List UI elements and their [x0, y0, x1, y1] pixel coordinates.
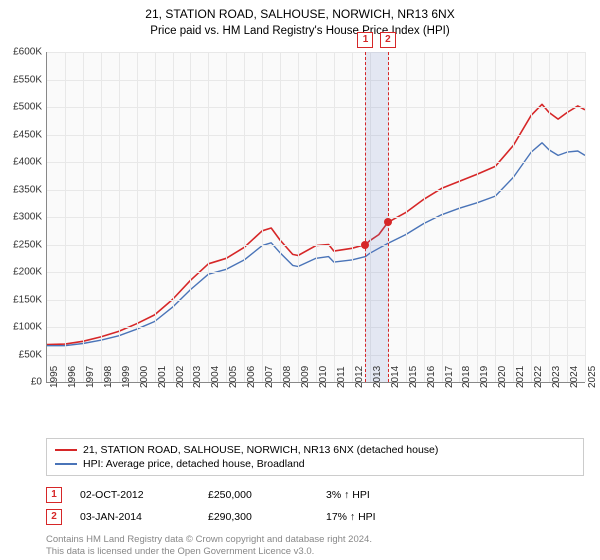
legend-label-property: 21, STATION ROAD, SALHOUSE, NORWICH, NR1… — [83, 444, 438, 456]
legend-row-property: 21, STATION ROAD, SALHOUSE, NORWICH, NR1… — [55, 443, 575, 457]
legend-swatch-hpi — [55, 463, 77, 465]
xtick-label: 2003 — [192, 366, 203, 388]
sale-date-1: 02-OCT-2012 — [80, 489, 190, 501]
xtick-label: 2016 — [426, 366, 437, 388]
sale-price-1: £250,000 — [208, 489, 308, 501]
legend-row-hpi: HPI: Average price, detached house, Broa… — [55, 457, 575, 471]
sale-marker-2: 2 — [46, 509, 62, 525]
sale-dashed-line — [388, 52, 389, 382]
xtick-label: 2007 — [264, 366, 275, 388]
xtick-label: 2019 — [479, 366, 490, 388]
xtick-label: 1998 — [103, 366, 114, 388]
ytick-label: £100K — [13, 322, 42, 333]
ytick-label: £250K — [13, 239, 42, 250]
xtick-label: 2014 — [390, 366, 401, 388]
xtick-label: 2002 — [175, 366, 186, 388]
highlight-band — [365, 52, 387, 382]
legend-series: 21, STATION ROAD, SALHOUSE, NORWICH, NR1… — [46, 438, 584, 476]
xtick-label: 1995 — [49, 366, 60, 388]
xtick-label: 2008 — [282, 366, 293, 388]
sale-price-2: £290,300 — [208, 511, 308, 523]
ytick-label: £50K — [19, 349, 42, 360]
ytick-label: £550K — [13, 74, 42, 85]
xtick-label: 2023 — [551, 366, 562, 388]
xtick-label: 2005 — [228, 366, 239, 388]
xtick-label: 2024 — [569, 366, 580, 388]
ytick-label: £400K — [13, 157, 42, 168]
sale-dot — [361, 241, 369, 249]
sale-dot — [384, 218, 392, 226]
chart-area: £0£50K£100K£150K£200K£250K£300K£350K£400… — [46, 52, 584, 412]
attribution: Contains HM Land Registry data © Crown c… — [46, 534, 584, 559]
sale-pct-2: 17% ↑ HPI — [326, 511, 426, 523]
ytick-label: £300K — [13, 212, 42, 223]
sale-marker-badge: 1 — [357, 32, 373, 48]
sales-row-1: 1 02-OCT-2012 £250,000 3% ↑ HPI — [46, 484, 584, 506]
legend-box: 21, STATION ROAD, SALHOUSE, NORWICH, NR1… — [46, 438, 584, 559]
xtick-label: 2012 — [354, 366, 365, 388]
xtick-label: 2020 — [497, 366, 508, 388]
legend-swatch-property — [55, 449, 77, 451]
xtick-label: 2015 — [408, 366, 419, 388]
xtick-label: 1999 — [121, 366, 132, 388]
ytick-label: £150K — [13, 294, 42, 305]
sale-dashed-line — [365, 52, 366, 382]
sales-row-2: 2 03-JAN-2014 £290,300 17% ↑ HPI — [46, 506, 584, 528]
xtick-label: 2000 — [139, 366, 150, 388]
sale-marker-badge: 2 — [380, 32, 396, 48]
xtick-label: 2017 — [444, 366, 455, 388]
sale-date-2: 03-JAN-2014 — [80, 511, 190, 523]
xtick-label: 2025 — [587, 366, 598, 388]
xtick-label: 2013 — [372, 366, 383, 388]
xtick-label: 2004 — [210, 366, 221, 388]
ytick-label: £600K — [13, 47, 42, 58]
chart-title: 21, STATION ROAD, SALHOUSE, NORWICH, NR1… — [0, 0, 600, 23]
ytick-label: £450K — [13, 129, 42, 140]
sales-table: 1 02-OCT-2012 £250,000 3% ↑ HPI 2 03-JAN… — [46, 484, 584, 528]
attribution-line2: This data is licensed under the Open Gov… — [46, 546, 584, 558]
sale-pct-1: 3% ↑ HPI — [326, 489, 426, 501]
ytick-label: £0 — [31, 377, 42, 388]
xtick-label: 2001 — [157, 366, 168, 388]
xtick-label: 2018 — [461, 366, 472, 388]
xtick-label: 2009 — [300, 366, 311, 388]
sale-marker-1: 1 — [46, 487, 62, 503]
xtick-label: 2006 — [246, 366, 257, 388]
legend-label-hpi: HPI: Average price, detached house, Broa… — [83, 458, 305, 470]
chart-subtitle: Price paid vs. HM Land Registry's House … — [0, 23, 600, 37]
xtick-label: 2022 — [533, 366, 544, 388]
plot-area: 12 — [46, 52, 585, 383]
xtick-label: 2021 — [515, 366, 526, 388]
xtick-label: 1997 — [85, 366, 96, 388]
attribution-line1: Contains HM Land Registry data © Crown c… — [46, 534, 584, 546]
xtick-label: 2010 — [318, 366, 329, 388]
ytick-label: £200K — [13, 267, 42, 278]
xtick-label: 2011 — [336, 366, 347, 388]
ytick-label: £500K — [13, 102, 42, 113]
xtick-label: 1996 — [67, 366, 78, 388]
ytick-label: £350K — [13, 184, 42, 195]
